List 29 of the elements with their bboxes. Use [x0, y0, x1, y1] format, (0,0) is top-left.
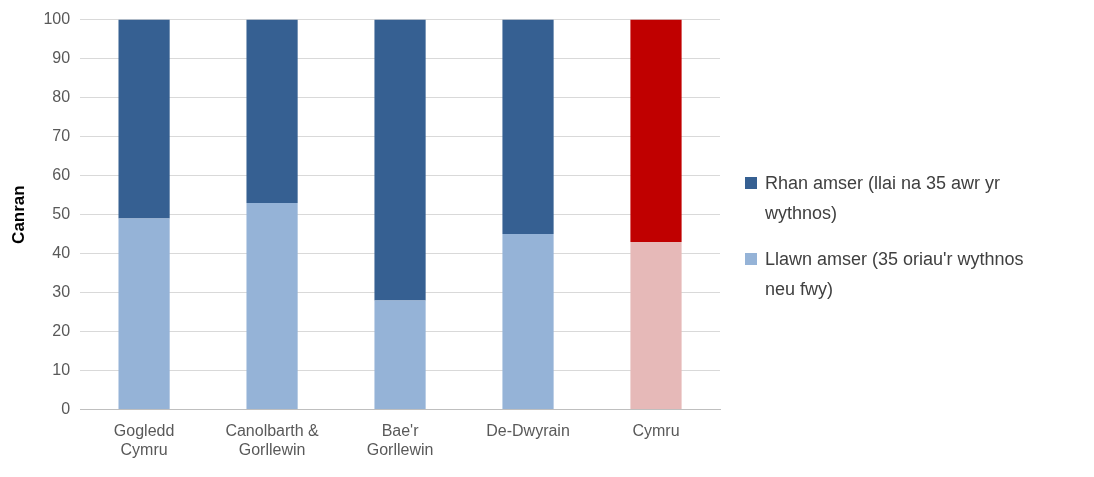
- x-tick-label: Bae'r Gorllewin: [366, 421, 434, 458]
- legend-label: Llawn amser (35 oriau'r wythnos neu fwy): [765, 248, 1025, 301]
- bar: [502, 19, 554, 235]
- y-tick-label: 0: [61, 400, 71, 418]
- y-tick-label: 40: [52, 244, 71, 262]
- y-tick-label: 70: [52, 127, 71, 145]
- x-tick-label: De-Dwyrain: [486, 421, 570, 439]
- y-tick-label: 50: [52, 205, 71, 223]
- y-tick-label: 60: [52, 166, 71, 184]
- y-tick-label: 30: [52, 283, 71, 301]
- y-tick-label: 10: [52, 361, 71, 379]
- x-tick-label: Cymru: [632, 421, 680, 439]
- bar: [246, 202, 298, 410]
- bar: [118, 19, 170, 219]
- bar: [502, 234, 554, 410]
- bar: [246, 19, 298, 203]
- y-axis-title: Canran: [8, 185, 28, 244]
- bar: [374, 19, 426, 301]
- x-tick-label: Canolbarth & Gorllewin: [225, 421, 320, 458]
- y-tick-label: 80: [52, 88, 71, 106]
- bar: [630, 241, 682, 410]
- y-tick-label: 90: [52, 49, 71, 67]
- y-tick-label: 100: [43, 10, 71, 28]
- bar: [374, 300, 426, 410]
- x-tick-label: Gogledd Cymru: [113, 421, 175, 458]
- bar: [630, 19, 682, 242]
- bar: [118, 218, 170, 410]
- legend-label: Rhan amser (llai na 35 awr yr wythnos): [765, 172, 1002, 225]
- y-tick-label: 20: [52, 322, 71, 340]
